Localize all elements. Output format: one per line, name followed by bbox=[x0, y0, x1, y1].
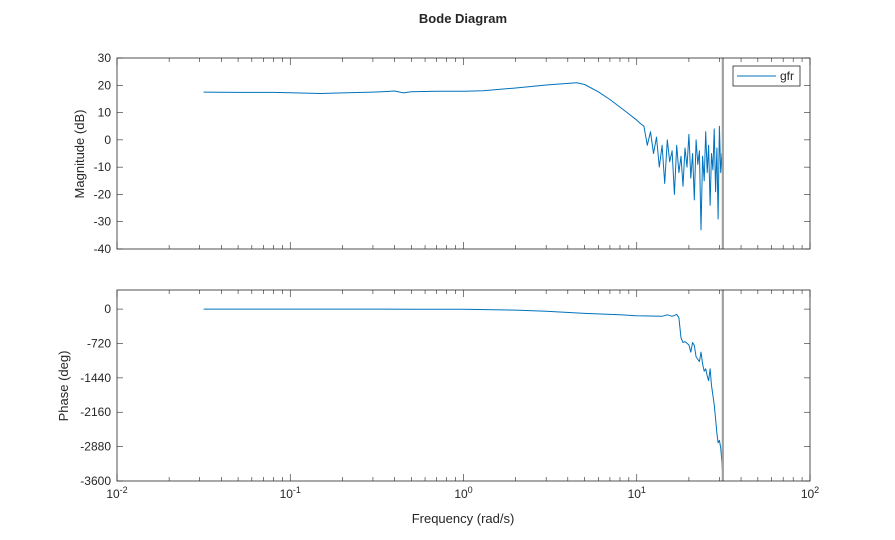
magnitude-y-tick-label: -30 bbox=[94, 215, 112, 229]
phase-axes-box bbox=[116, 289, 811, 482]
magnitude-y-tick-label: -40 bbox=[94, 242, 112, 256]
phase-ylabel: Phase (deg) bbox=[56, 351, 71, 422]
magnitude-y-tick-label: 30 bbox=[98, 51, 112, 65]
x-tick-label: 101 bbox=[628, 485, 646, 501]
legend-entry-gfr: gfr bbox=[780, 69, 794, 83]
phase-y-tick-label: -3600 bbox=[80, 474, 111, 488]
magnitude-y-tick-label: -20 bbox=[94, 187, 112, 201]
magnitude-ylabel: Magnitude (dB) bbox=[72, 110, 87, 199]
magnitude-y-tick-label: 0 bbox=[104, 133, 111, 147]
magnitude-plot-area bbox=[117, 58, 810, 249]
phase-y-tick-label: -720 bbox=[87, 336, 111, 350]
x-tick-label: 10-2 bbox=[106, 485, 127, 501]
phase-y-tick-label: -1440 bbox=[80, 371, 111, 385]
x-tick-label: 100 bbox=[454, 485, 472, 501]
chart-title: Bode Diagram bbox=[419, 11, 507, 26]
magnitude-series-gfr bbox=[203, 82, 724, 231]
phase-series-gfr bbox=[203, 308, 724, 477]
x-axis-label: Frequency (rad/s) bbox=[412, 511, 515, 526]
x-tick-label: 102 bbox=[801, 485, 819, 501]
magnitude-y-tick-label: 10 bbox=[98, 106, 112, 120]
legend[interactable]: gfr bbox=[732, 65, 801, 87]
phase-plot-area bbox=[117, 290, 810, 481]
magnitude-y-tick-label: -10 bbox=[94, 160, 112, 174]
x-tick-label: 10-1 bbox=[280, 485, 301, 501]
magnitude-axes: 30 20 10 0 -10 -20 -30 -40 bbox=[94, 51, 811, 256]
phase-y-tick-label: -2880 bbox=[80, 440, 111, 454]
phase-y-tick-label: -2160 bbox=[80, 405, 111, 419]
magnitude-axes-box bbox=[116, 57, 811, 250]
phase-y-tick-label: 0 bbox=[104, 302, 111, 316]
magnitude-y-tick-label: 20 bbox=[98, 78, 112, 92]
